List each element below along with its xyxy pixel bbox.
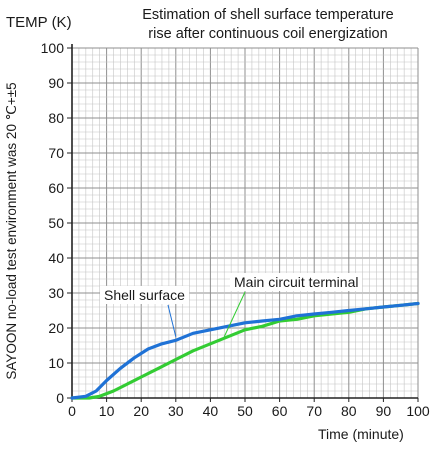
series-line-shell-surface — [70, 301, 420, 400]
y-tick-label: 10 — [48, 355, 64, 371]
y-tick-label: 100 — [41, 40, 65, 56]
series-lines — [70, 301, 420, 400]
x-tick-label: 100 — [406, 403, 430, 419]
x-tick-label: 90 — [376, 403, 392, 419]
callout-leaders — [167, 291, 246, 337]
leader-shell-surface — [167, 304, 177, 337]
side-note: SAYOON no-load test environment was 20 ℃… — [4, 82, 19, 380]
legend-shell-surface: Shell surface — [100, 286, 189, 304]
grid — [71, 44, 419, 399]
x-tick-label: 10 — [99, 403, 115, 419]
x-tick-label: 60 — [272, 403, 288, 419]
x-tick-label: 80 — [341, 403, 357, 419]
legend-main-circuit-terminal: Main circuit terminal — [230, 273, 363, 291]
y-tick-label: 80 — [48, 110, 64, 126]
y-tick-label: 40 — [48, 250, 64, 266]
y-tick-label: 60 — [48, 180, 64, 196]
x-tick-label: 50 — [237, 403, 253, 419]
y-tick-label: 70 — [48, 145, 64, 161]
y-tick-label: 20 — [48, 320, 64, 336]
x-tick-label: 70 — [306, 403, 322, 419]
x-tick-label: 40 — [203, 403, 219, 419]
y-tick-label: 50 — [48, 215, 64, 231]
x-tick-label: 20 — [133, 403, 149, 419]
chart-title-line-1: Estimation of shell surface temperature — [142, 7, 394, 23]
y-tick-label: 90 — [48, 75, 64, 91]
axis-ticks: 0 10 20 30 40 50 60 70 80 90 100 0 10 20 30 40 50 60 70 80 9… — [41, 40, 430, 419]
leader-main-circuit-terminal — [223, 291, 246, 337]
y-tick-label: 0 — [56, 390, 64, 406]
x-tick-label: 30 — [168, 403, 184, 419]
y-tick-label: 30 — [48, 285, 64, 301]
chart-title: Estimation of shell surface temperature … — [108, 6, 428, 44]
y-axis-title: TEMP (K) — [6, 14, 72, 31]
chart-title-line-2: rise after continuous coil energization — [148, 26, 388, 42]
x-axis-title: Time (minute) — [318, 426, 404, 442]
x-tick-label: 0 — [68, 403, 76, 419]
